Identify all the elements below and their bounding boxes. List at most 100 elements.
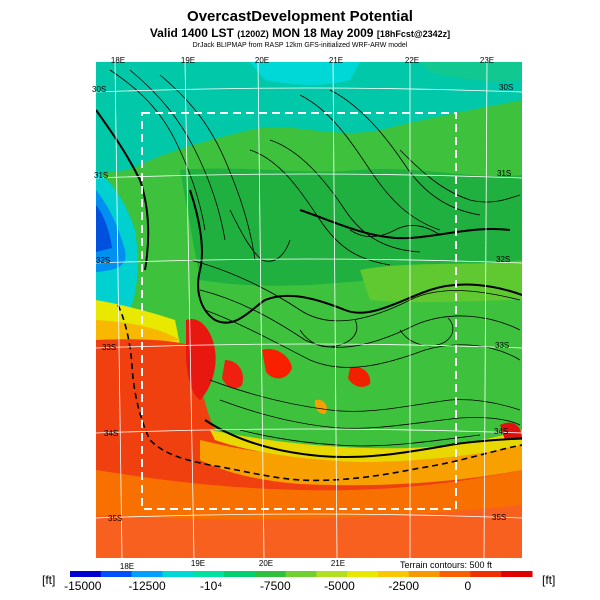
lat-label-right-32s: 32S [496, 255, 510, 264]
lat-label-left-33s: 33S [102, 343, 116, 352]
field-north-teal [96, 62, 522, 175]
valid-date: MON 18 May 2009 [272, 26, 374, 40]
colorbar-unit-left: [ft] [42, 573, 55, 587]
field-west-blue [96, 190, 126, 272]
lon-label-bottom-19e: 19E [191, 559, 205, 568]
graticule [95, 61, 523, 559]
terrain-contour-5 [269, 139, 421, 253]
colorbar-swatch [501, 571, 533, 577]
terrain-contour-12 [209, 379, 521, 412]
colorbar-swatch [193, 571, 225, 577]
colorbar-tick-label: -5000 [324, 579, 355, 593]
terrain-contour-16 [349, 225, 441, 238]
lon-labels-bottom: 18E 19E 20E 21E [120, 559, 345, 571]
terrain-contours-bold [96, 109, 522, 459]
field-west-deepblue [96, 205, 112, 252]
terrain-contour-3 [159, 74, 256, 261]
terrain-contour-17 [299, 319, 358, 348]
lon-label-top-19e: 19E [181, 56, 195, 65]
utc-time: (1200Z) [237, 29, 269, 39]
parallel-33s [95, 343, 523, 349]
lat-label-right-31s: 31S [497, 169, 511, 178]
lon-label-bottom-18e: 18E [120, 562, 134, 571]
lat-label-right-33s: 33S [495, 341, 509, 350]
meridian-18e [114, 61, 123, 559]
colorbar-swatch [439, 571, 471, 577]
map-title: OvercastDevelopment Potential [187, 8, 413, 25]
field-east-lightgreen [360, 262, 522, 303]
terrain-contour-10 [199, 289, 521, 348]
meridian-19e [184, 61, 195, 559]
field-south-deep-orange [96, 505, 522, 558]
lon-label-top-21e: 21E [329, 56, 343, 65]
model-credit: DrJack BLIPMAP from RASP 12km GFS-initia… [192, 42, 408, 49]
valid-time: Valid 1400 LST [149, 26, 234, 40]
colorbar-tick-label: -2500 [388, 579, 419, 593]
lon-label-top-22e: 22E [405, 56, 419, 65]
meridian-21e [332, 61, 338, 559]
lat-label-right-34s: 34S [494, 427, 508, 436]
colorbar-swatch [70, 571, 102, 577]
lat-label-left-30s: 30S [92, 85, 106, 94]
lat-labels-right: 30S 31S 32S 33S 34S 35S [492, 83, 513, 522]
terrain-contour-note: Terrain contours: 500 ft [400, 560, 493, 570]
colorbar-tick-label: -15000 [64, 579, 102, 593]
parallel-30s [95, 87, 523, 93]
terrain-contour-7 [329, 89, 481, 216]
terrain-contour-11 [204, 309, 521, 368]
lon-label-top-20e: 20E [255, 56, 269, 65]
meridian-23e [483, 61, 488, 559]
lon-labels-top: 18E 19E 20E 21E 22E 23E [111, 56, 494, 65]
lat-labels-left: 30S 31S 32S 33S 34S 35S [92, 85, 122, 523]
colorbar-swatches [70, 571, 533, 577]
colorbar-swatch [347, 571, 379, 577]
map-fields [96, 62, 522, 558]
colorbar-tick-label: -10⁴ [200, 579, 223, 593]
field-coastal-orange [200, 440, 522, 486]
field-hotspot-center [262, 349, 292, 379]
colorbar-swatch [224, 571, 256, 577]
colorbar-ticks: -15000 -12500 -10⁴ -7500 -5000 -2500 0 [64, 579, 471, 593]
colorbar-swatch [378, 571, 410, 577]
bold-contour-4 [204, 419, 522, 459]
field-north-cyan [250, 62, 360, 85]
colorbar-tick-label: 0 [464, 579, 471, 593]
colorbar-tick-label: -12500 [128, 579, 166, 593]
parallel-31s [95, 173, 523, 179]
field-coastal-yellow [210, 430, 522, 462]
field-ne-teal [420, 62, 522, 82]
terrain-contour-9 [189, 259, 521, 322]
lat-label-left-35s: 35S [108, 514, 122, 523]
terrain-contour-18 [399, 317, 454, 347]
terrain-contours [109, 69, 521, 447]
lat-label-right-35s: 35S [492, 513, 506, 522]
field-hotspot-mid [222, 360, 244, 389]
lat-label-left-32s: 32S [96, 256, 110, 265]
colorbar-unit-right: [ft] [542, 573, 555, 587]
parallel-35s [95, 513, 523, 519]
terrain-contour-2 [129, 69, 226, 241]
colorbar-tick-label: -7500 [260, 579, 291, 593]
lat-label-right-30s: 30S [499, 83, 513, 92]
forecast-info: [18hFcst@2342z] [376, 29, 451, 39]
bold-contour-1 [189, 189, 522, 324]
terrain-contour-1 [109, 69, 206, 231]
terrain-contour-15 [229, 209, 291, 262]
bold-contour-3 [299, 209, 511, 240]
lon-label-top-23e: 23E [480, 56, 494, 65]
map-subtitle: Valid 1400 LST (1200Z) MON 18 May 2009 [… [0, 26, 600, 40]
field-hotspot-west [186, 319, 216, 400]
lat-label-left-31s: 31S [94, 171, 108, 180]
parallel-32s [95, 258, 523, 264]
terrain-contour-13 [219, 399, 521, 429]
bold-contour-2 [96, 109, 150, 271]
terrain-contour-4 [249, 149, 391, 266]
field-hotspot-small [314, 399, 327, 414]
colorbar-swatch [470, 571, 502, 577]
colorbar-swatch [316, 571, 348, 577]
colorbar-swatch [408, 571, 441, 577]
colorbar-swatch [285, 571, 317, 577]
meridian-20e [257, 61, 265, 559]
field-hotspot-far-east [500, 422, 522, 440]
